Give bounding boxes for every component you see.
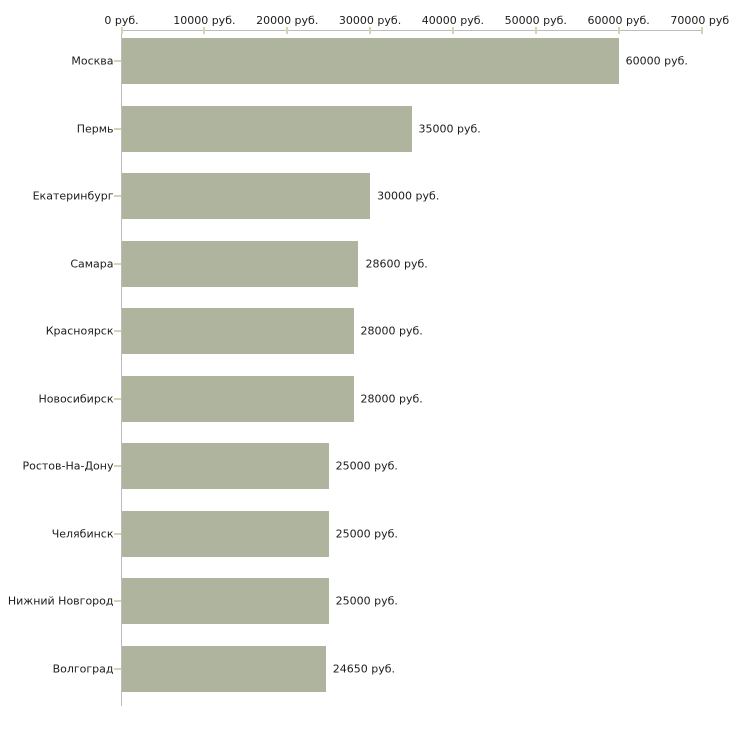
- x-axis-tick-label: 30000 руб.: [338, 14, 402, 27]
- bar-value-label: 28000 руб.: [360, 324, 423, 338]
- category-tick-mark: [113, 262, 121, 265]
- bar: [121, 105, 412, 152]
- x-axis-tick-mark: [286, 27, 289, 34]
- x-axis-tick-label: 70000 руб.: [670, 14, 730, 27]
- category-tick-mark: [113, 465, 121, 467]
- x-axis-line: [121, 30, 702, 31]
- category-tick-mark: [113, 195, 121, 197]
- category-tick-mark: [113, 532, 121, 535]
- y-axis-category-label: Пермь: [76, 122, 114, 135]
- category-tick-mark: [113, 600, 121, 602]
- y-axis-category-label: Екатеринбург: [32, 189, 114, 203]
- y-axis-line: [120, 30, 122, 706]
- y-axis-category-label: Ростов-На-Дону: [22, 459, 114, 473]
- bar: [121, 375, 354, 422]
- bar: [121, 38, 619, 84]
- bar: [121, 578, 329, 624]
- x-axis-tick-label: 10000 руб.: [173, 14, 236, 27]
- category-tick-mark: [113, 60, 121, 62]
- bar-value-label: 35000 руб.: [418, 122, 481, 135]
- x-axis-tick-mark: [617, 27, 620, 34]
- x-axis-tick-mark: [700, 27, 703, 34]
- category-tick-mark: [113, 667, 121, 670]
- y-axis-category-label: Челябинск: [51, 527, 114, 540]
- y-axis-category-label: Красноярск: [45, 324, 114, 338]
- x-axis-tick-label: 60000 руб.: [587, 14, 650, 27]
- x-axis-tick-mark: [451, 27, 454, 34]
- bar: [121, 308, 354, 354]
- y-axis-category-label: Самара: [70, 257, 114, 270]
- bar: [121, 240, 359, 287]
- bar-value-label: 28600 руб.: [365, 257, 428, 270]
- category-tick-mark: [113, 397, 121, 400]
- category-tick-mark: [113, 330, 121, 332]
- bar-value-label: 25000 руб.: [335, 594, 398, 608]
- y-axis-category-label: Новосибирск: [38, 392, 114, 405]
- category-tick-mark: [113, 127, 121, 130]
- x-axis-tick-mark: [120, 27, 123, 34]
- y-axis-category-label: Москва: [71, 54, 114, 68]
- x-axis-tick-label: 40000 руб.: [421, 14, 485, 27]
- y-axis-category-label: Волгоград: [52, 662, 114, 675]
- x-axis-tick-mark: [203, 27, 206, 34]
- y-axis-category-label: Нижний Новгород: [7, 594, 114, 608]
- bar-value-label: 24650 руб.: [332, 662, 395, 675]
- bar: [121, 510, 329, 557]
- x-axis-tick-label: 50000 руб.: [504, 14, 567, 27]
- x-axis-tick-label: 0 руб.: [104, 14, 139, 27]
- bar: [121, 443, 329, 489]
- bar: [121, 173, 371, 219]
- bar-value-label: 60000 руб.: [625, 54, 688, 68]
- bar-value-label: 25000 руб.: [335, 459, 398, 473]
- x-axis-tick-mark: [369, 27, 372, 34]
- x-axis-tick-mark: [534, 27, 537, 34]
- bar-value-label: 25000 руб.: [335, 527, 398, 540]
- x-axis-tick-label: 20000 руб.: [256, 14, 319, 27]
- bar: [121, 645, 326, 692]
- bar-value-label: 30000 руб.: [377, 189, 440, 203]
- bar-value-label: 28000 руб.: [360, 392, 423, 405]
